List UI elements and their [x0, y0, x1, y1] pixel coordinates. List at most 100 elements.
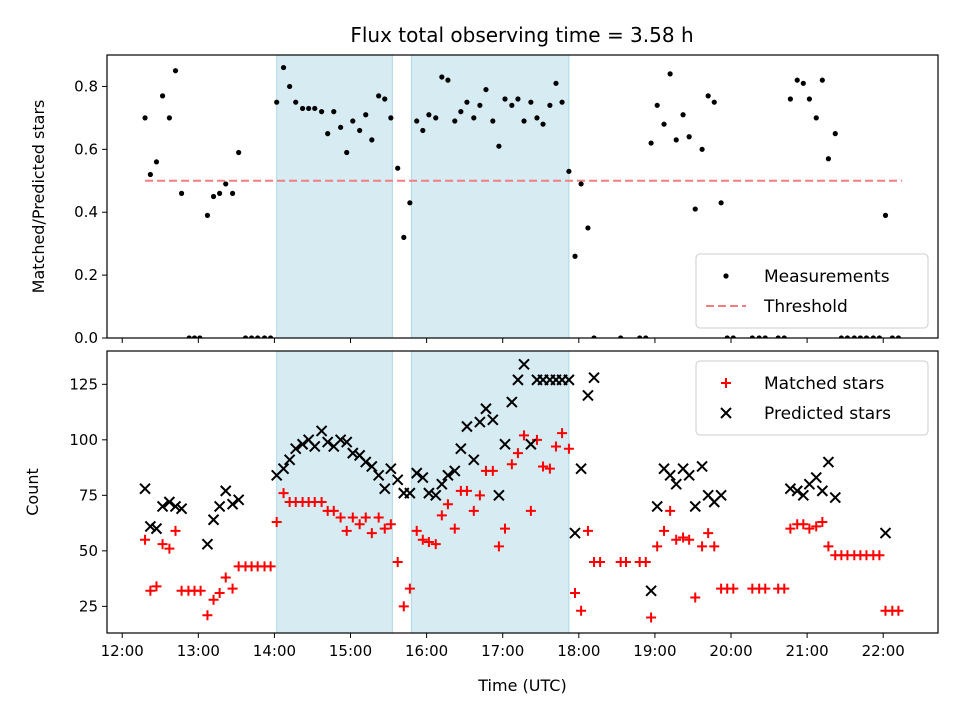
data-point — [591, 335, 597, 338]
data-point — [618, 335, 624, 338]
axes-frame — [106, 350, 939, 634]
data-point — [811, 521, 822, 532]
data-point — [335, 512, 346, 523]
data-point — [640, 556, 651, 567]
data-point — [540, 121, 546, 127]
data-point — [379, 523, 390, 534]
data-point — [525, 505, 536, 516]
y-tick-label: 75 — [79, 486, 98, 504]
data-point — [718, 200, 724, 206]
data-point — [804, 523, 815, 534]
data-point — [414, 118, 420, 124]
data-point — [705, 93, 711, 99]
data-point — [170, 525, 181, 536]
data-point — [461, 485, 472, 496]
legend-label: Measurements — [764, 267, 890, 287]
data-point — [578, 181, 584, 187]
data-point — [648, 140, 654, 146]
data-point — [870, 335, 876, 338]
data-point — [461, 420, 473, 433]
data-point — [178, 190, 185, 196]
x-tick-label: 22:00 — [862, 642, 905, 660]
y-tick-label: 125 — [69, 375, 98, 393]
data-point — [521, 118, 527, 124]
data-point — [411, 525, 422, 536]
data-point — [671, 534, 682, 545]
data-point — [499, 523, 510, 534]
data-point — [449, 523, 460, 534]
data-point — [159, 93, 166, 99]
data-point — [480, 403, 492, 415]
data-point — [142, 115, 148, 121]
data-point — [468, 505, 479, 516]
data-point — [876, 335, 883, 338]
data-point — [341, 436, 353, 448]
data-point — [401, 234, 407, 240]
data-point — [798, 519, 809, 530]
data-point — [686, 134, 692, 140]
data-point — [172, 68, 179, 74]
x-tick-label: 21:00 — [785, 642, 828, 660]
data-point — [496, 143, 502, 149]
data-point — [321, 436, 334, 448]
x-tick-label: 12:00 — [101, 642, 144, 660]
x-tick-label: 19:00 — [633, 642, 676, 660]
data-point — [169, 500, 182, 513]
data-point — [278, 488, 289, 499]
x-tick-label: 17:00 — [481, 642, 524, 660]
data-point — [344, 149, 350, 156]
data-point — [762, 335, 768, 338]
data-point — [325, 131, 331, 137]
data-point — [164, 543, 175, 554]
data-point — [207, 514, 220, 526]
data-point — [651, 500, 663, 513]
data-point — [236, 149, 242, 156]
data-point — [857, 335, 863, 338]
data-point — [398, 601, 409, 612]
data-point — [595, 556, 606, 567]
data-point — [430, 539, 441, 550]
data-point — [328, 505, 339, 516]
data-point — [582, 525, 593, 536]
data-point — [487, 414, 499, 426]
data-point — [696, 460, 708, 473]
data-point — [442, 499, 453, 510]
data-point — [829, 491, 841, 504]
data-point — [404, 487, 416, 499]
data-point — [445, 77, 451, 83]
data-point — [724, 335, 730, 338]
y-tick-label: 25 — [79, 597, 98, 615]
plot-area — [142, 64, 903, 338]
y-tick-label: 0.2 — [74, 266, 98, 284]
legend-marker — [723, 273, 729, 279]
data-point — [652, 541, 663, 552]
x-tick-label: 20:00 — [709, 642, 752, 660]
data-point — [709, 541, 720, 552]
data-point — [838, 335, 844, 338]
data-point — [439, 74, 445, 80]
data-point — [283, 454, 296, 466]
data-point — [575, 462, 587, 475]
data-point — [889, 335, 895, 338]
axes-frame — [106, 54, 939, 339]
data-point — [585, 225, 591, 231]
data-point — [411, 467, 423, 479]
data-point — [895, 335, 902, 338]
y-tick-label: 0.6 — [74, 140, 98, 158]
data-point — [388, 115, 394, 121]
legend-marker — [721, 378, 731, 388]
legend: Matched stars Predicted stars — [695, 360, 929, 436]
data-point — [569, 527, 581, 539]
data-point — [360, 456, 372, 468]
data-point — [512, 374, 524, 386]
data-point — [678, 532, 689, 543]
x-tick-label: 13:00 — [177, 642, 220, 660]
data-point — [882, 212, 889, 218]
data-point — [232, 494, 245, 506]
data-point — [781, 335, 787, 338]
data-point — [315, 425, 328, 437]
data-point — [369, 137, 375, 143]
data-point — [637, 335, 643, 338]
data-point — [280, 64, 287, 71]
